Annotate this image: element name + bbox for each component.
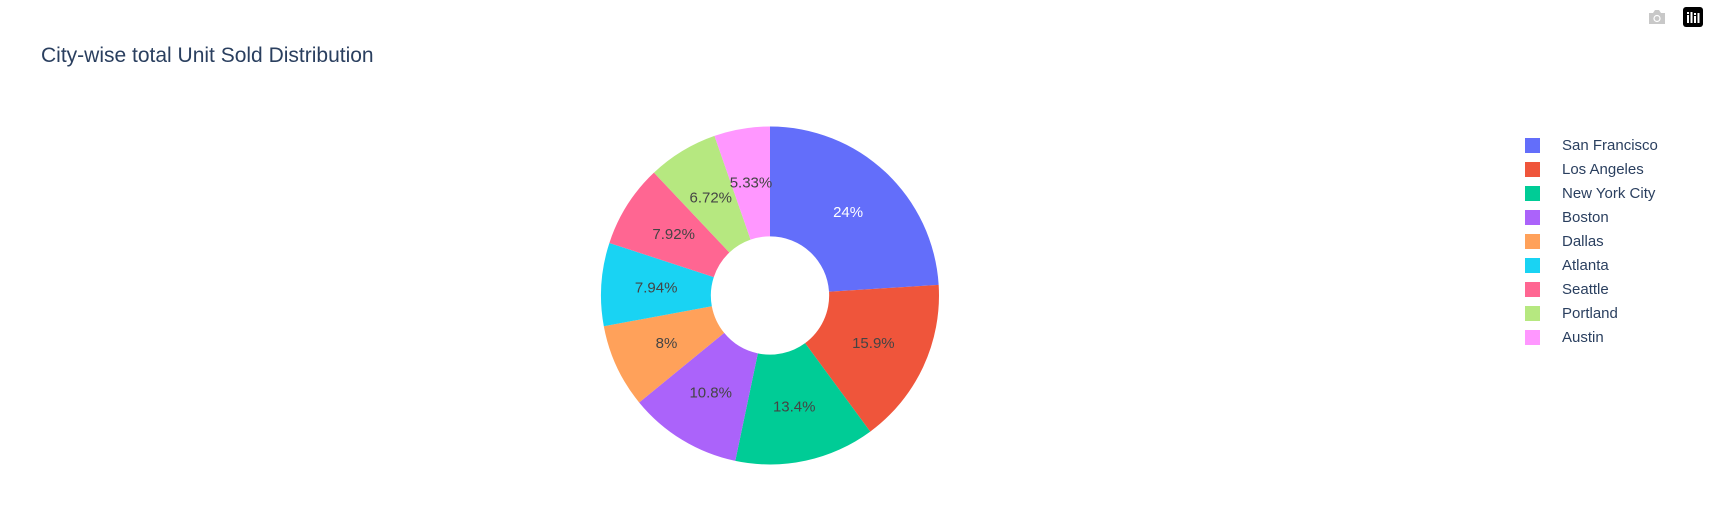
slice-dallas[interactable] [603,306,725,403]
slice-percent-label: 24% [833,204,863,221]
slice-los-angeles[interactable] [805,284,940,432]
slice-percent-label: 8% [656,335,678,352]
slice-portland[interactable] [653,135,751,253]
legend-swatch [1525,305,1540,321]
legend-item-los-angeles[interactable]: Los Angeles [1525,157,1658,181]
slice-new-york-city[interactable] [735,343,871,465]
legend-swatch [1525,257,1540,273]
plotly-logo-icon[interactable] [1682,6,1704,28]
camera-icon[interactable] [1646,6,1668,28]
legend-item-seattle[interactable]: Seattle [1525,277,1658,301]
legend-swatch [1525,185,1540,201]
legend-item-boston[interactable]: Boston [1525,205,1658,229]
legend-item-portland[interactable]: Portland [1525,301,1658,325]
legend-item-new-york-city[interactable]: New York City [1525,181,1658,205]
legend-swatch [1525,233,1540,249]
legend-label: Portland [1562,304,1618,322]
slice-percent-label: 7.92% [652,226,695,243]
legend-label: Dallas [1562,232,1604,250]
chart-title: City-wise total Unit Sold Distribution [41,44,374,67]
legend-item-atlanta[interactable]: Atlanta [1525,253,1658,277]
legend-label: Boston [1562,208,1609,226]
slice-austin[interactable] [714,126,770,240]
donut-slice-labels: 24% 15.9% 13.4% 10.8% 8% 7.94% 7.92% 6.72%5.33% [635,175,895,416]
legend-swatch [1525,209,1540,225]
legend-swatch [1525,137,1540,153]
legend-swatch [1525,329,1540,345]
slice-san-francisco[interactable] [770,126,939,292]
slice-boston[interactable] [639,332,758,461]
slice-percent-label: 7.94% [635,279,678,296]
slice-percent-label: 6.72% [689,190,732,207]
legend-swatch [1525,281,1540,297]
legend-item-san-francisco[interactable]: San Francisco [1525,133,1658,157]
slice-seattle[interactable] [609,172,730,278]
slice-percent-label: 5.33% [730,175,773,192]
modebar [1646,6,1704,28]
donut-slices [601,126,940,465]
slice-percent-label: 10.8% [689,384,732,401]
legend-swatch [1525,161,1540,177]
legend-label: Los Angeles [1562,160,1644,178]
legend-label: San Francisco [1562,136,1658,154]
legend-item-dallas[interactable]: Dallas [1525,229,1658,253]
legend-label: Austin [1562,328,1604,346]
legend-label: Atlanta [1562,256,1609,274]
legend-item-austin[interactable]: Austin [1525,325,1658,349]
legend-label: New York City [1562,184,1656,202]
slice-percent-label: 13.4% [773,398,816,415]
legend-label: Seattle [1562,280,1609,298]
legend: San Francisco Los Angeles New York City Bos… [1525,133,1658,349]
slice-percent-label: 15.9% [852,335,895,352]
slice-atlanta[interactable] [601,242,714,327]
